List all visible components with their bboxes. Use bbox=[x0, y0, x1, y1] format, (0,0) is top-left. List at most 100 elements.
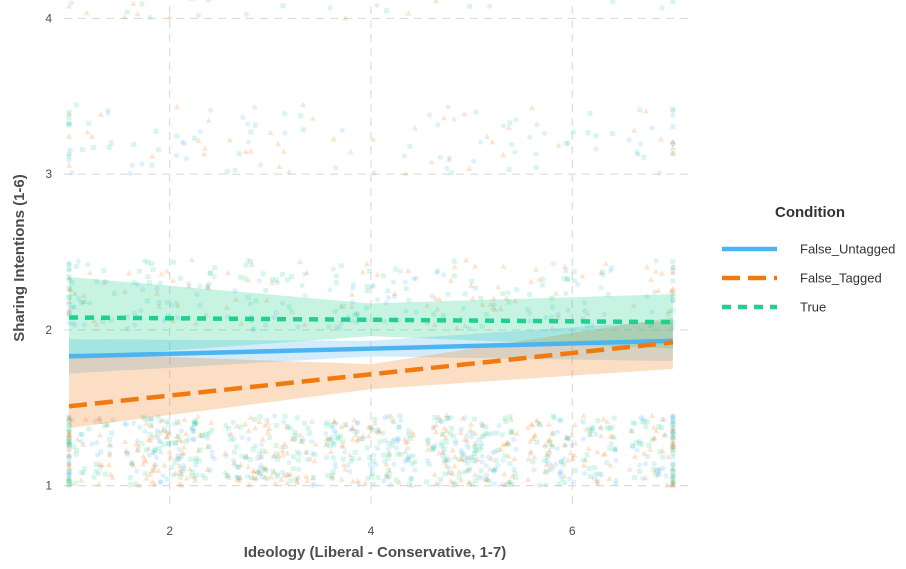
data-point bbox=[546, 450, 552, 456]
data-point bbox=[300, 101, 307, 108]
data-point bbox=[670, 112, 676, 119]
data-point bbox=[331, 428, 338, 434]
data-point bbox=[482, 476, 489, 482]
data-point bbox=[598, 471, 605, 477]
data-point bbox=[472, 447, 478, 453]
data-point bbox=[403, 286, 409, 292]
data-point bbox=[337, 433, 343, 439]
data-point bbox=[469, 482, 475, 488]
data-point bbox=[101, 423, 107, 429]
data-point bbox=[233, 422, 240, 429]
data-point bbox=[670, 298, 676, 304]
data-point bbox=[86, 269, 93, 276]
data-point bbox=[193, 320, 200, 326]
data-point bbox=[128, 461, 135, 467]
data-point bbox=[395, 439, 401, 445]
data-point bbox=[174, 301, 180, 307]
data-point bbox=[66, 432, 73, 438]
data-point bbox=[670, 417, 676, 423]
data-point bbox=[205, 0, 212, 2]
data-point bbox=[132, 322, 138, 328]
data-point bbox=[201, 145, 208, 151]
data-point bbox=[669, 285, 676, 292]
data-point bbox=[271, 452, 278, 458]
data-point bbox=[652, 268, 659, 274]
data-point bbox=[145, 259, 151, 265]
data-point bbox=[587, 427, 593, 433]
data-point bbox=[547, 440, 553, 446]
data-point bbox=[247, 457, 253, 463]
data-point bbox=[87, 300, 93, 306]
data-point bbox=[98, 449, 104, 455]
data-point bbox=[324, 420, 330, 426]
data-point bbox=[440, 453, 446, 460]
data-point bbox=[284, 424, 291, 430]
data-point bbox=[290, 454, 296, 460]
data-point bbox=[284, 480, 291, 486]
data-point bbox=[543, 314, 549, 320]
data-point bbox=[632, 475, 638, 481]
data-point bbox=[94, 440, 100, 446]
data-point bbox=[108, 317, 114, 323]
data-point bbox=[66, 428, 72, 434]
data-point bbox=[391, 461, 397, 467]
data-point bbox=[240, 114, 246, 120]
data-point bbox=[175, 433, 181, 439]
data-point bbox=[155, 414, 161, 420]
data-point bbox=[66, 438, 72, 444]
legend-label: False_Untagged bbox=[800, 242, 895, 257]
data-point bbox=[352, 432, 359, 438]
data-point bbox=[258, 462, 264, 468]
data-point bbox=[593, 471, 599, 477]
data-point bbox=[582, 300, 588, 306]
data-point bbox=[195, 447, 202, 454]
data-point bbox=[670, 291, 676, 297]
data-point bbox=[451, 273, 457, 279]
data-point bbox=[611, 435, 617, 441]
data-point bbox=[211, 456, 217, 462]
data-point bbox=[442, 471, 448, 477]
data-point bbox=[471, 416, 477, 422]
data-point bbox=[235, 474, 241, 480]
data-point bbox=[194, 472, 200, 478]
data-point bbox=[281, 472, 288, 478]
data-point bbox=[224, 169, 230, 175]
data-point bbox=[293, 476, 299, 482]
data-point bbox=[566, 436, 572, 442]
data-point bbox=[144, 298, 150, 304]
data-point bbox=[123, 421, 130, 427]
data-point bbox=[465, 445, 472, 451]
data-point bbox=[66, 120, 72, 126]
data-point bbox=[491, 302, 497, 308]
data-point bbox=[270, 454, 277, 460]
data-point bbox=[280, 300, 286, 306]
data-point bbox=[262, 466, 268, 472]
data-point bbox=[330, 469, 336, 475]
data-point bbox=[490, 295, 497, 301]
data-point bbox=[462, 291, 468, 297]
data-point bbox=[303, 473, 310, 479]
data-point bbox=[385, 294, 391, 301]
data-point bbox=[669, 427, 676, 434]
data-point bbox=[149, 261, 155, 267]
data-point bbox=[122, 438, 129, 444]
data-point bbox=[464, 433, 470, 439]
data-point bbox=[563, 290, 569, 297]
data-point bbox=[594, 480, 601, 486]
data-point bbox=[455, 456, 461, 462]
data-point bbox=[288, 435, 295, 442]
data-point bbox=[66, 442, 72, 448]
data-point bbox=[211, 274, 217, 280]
data-point bbox=[669, 481, 676, 488]
data-point bbox=[338, 321, 344, 327]
data-point bbox=[176, 469, 183, 476]
data-point bbox=[69, 279, 75, 285]
data-point bbox=[491, 467, 497, 473]
data-point bbox=[281, 419, 287, 425]
data-point bbox=[284, 450, 291, 456]
data-point bbox=[178, 275, 184, 281]
data-point bbox=[74, 436, 81, 442]
data-point bbox=[670, 428, 676, 434]
data-point bbox=[245, 473, 251, 480]
data-point bbox=[425, 440, 432, 446]
